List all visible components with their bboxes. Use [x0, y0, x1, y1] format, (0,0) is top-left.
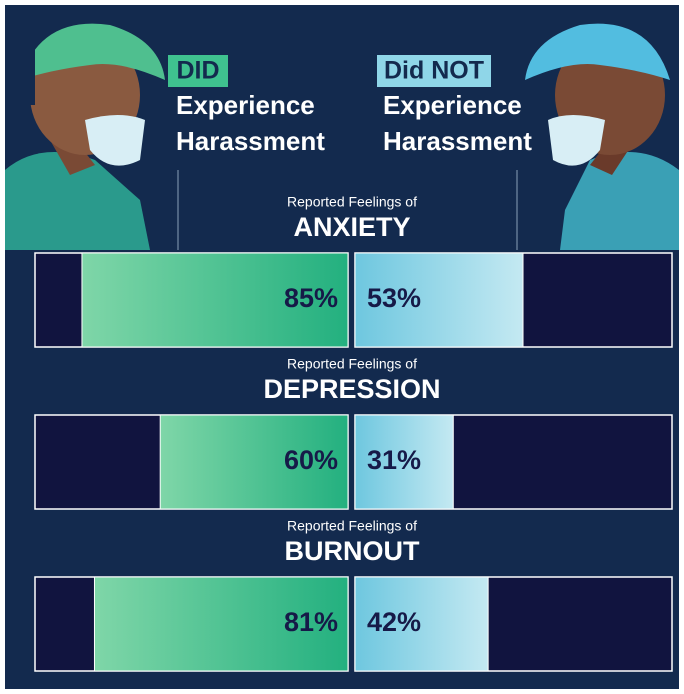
value-label: 31%: [367, 445, 421, 475]
category-label: DEPRESSION: [263, 374, 440, 404]
chart: DID Experience Harassment Did NOT Experi…: [0, 0, 684, 694]
page: DID Experience Harassment Did NOT Experi…: [0, 0, 684, 694]
legend-name: Did NOT: [384, 57, 484, 85]
legend-label: Harassment: [176, 126, 325, 156]
value-label: 81%: [284, 607, 338, 637]
value-label: 85%: [284, 283, 338, 313]
category-prefix: Reported Feelings of: [287, 518, 417, 534]
legend-label: Experience: [383, 90, 522, 120]
legend-name: DID: [176, 57, 219, 85]
legend-label: Harassment: [383, 126, 532, 156]
category-label: ANXIETY: [293, 212, 410, 242]
value-label: 42%: [367, 607, 421, 637]
value-label: 53%: [367, 283, 421, 313]
category-prefix: Reported Feelings of: [287, 356, 417, 372]
value-label: 60%: [284, 445, 338, 475]
legend-label: Experience: [176, 90, 315, 120]
category-label: BURNOUT: [285, 536, 420, 566]
category-prefix: Reported Feelings of: [287, 194, 417, 210]
